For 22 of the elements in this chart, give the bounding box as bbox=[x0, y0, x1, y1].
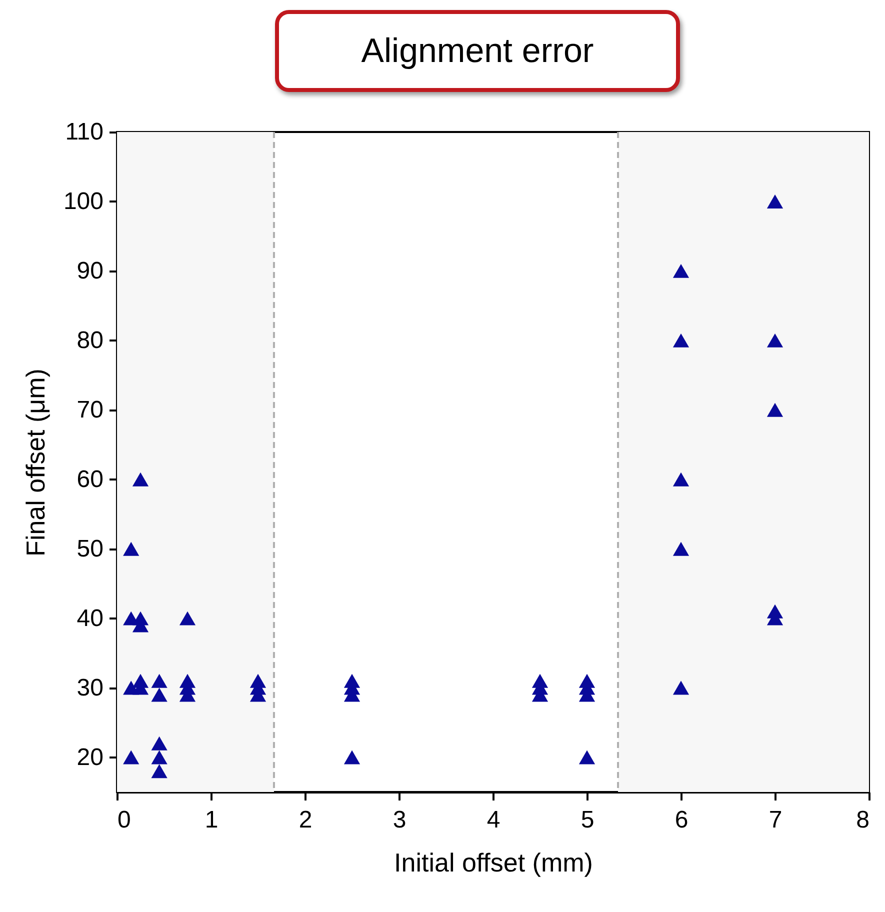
y-tick-label: 70 bbox=[76, 396, 104, 424]
x-tick-label: 3 bbox=[392, 806, 406, 834]
y-tick-label: 110 bbox=[65, 118, 104, 146]
y-tick-label: 30 bbox=[76, 674, 104, 702]
chart-title: Alignment error bbox=[275, 10, 680, 92]
x-tick-label: 5 bbox=[580, 806, 594, 834]
x-tick-label: 1 bbox=[204, 806, 218, 834]
y-tick-label: 80 bbox=[76, 326, 104, 354]
x-tick-label: 4 bbox=[486, 806, 500, 834]
y-tick-label: 60 bbox=[76, 466, 104, 493]
x-tick-label: 0 bbox=[118, 806, 131, 834]
x-tick-label: 7 bbox=[768, 806, 782, 834]
x-tick-label: 6 bbox=[674, 806, 688, 834]
x-axis-title: Initial offset (mm) bbox=[394, 848, 593, 878]
y-tick-label: 40 bbox=[76, 604, 104, 632]
y-axis-title: Final offset (μm) bbox=[20, 368, 50, 556]
y-tick-label: 20 bbox=[76, 744, 104, 771]
x-tick-label: 2 bbox=[298, 806, 312, 834]
x-tick-label: 8 bbox=[856, 806, 870, 834]
y-tick-label: 90 bbox=[76, 257, 104, 284]
y-tick-label: 100 bbox=[63, 188, 104, 215]
y-tick-label: 50 bbox=[76, 535, 104, 562]
